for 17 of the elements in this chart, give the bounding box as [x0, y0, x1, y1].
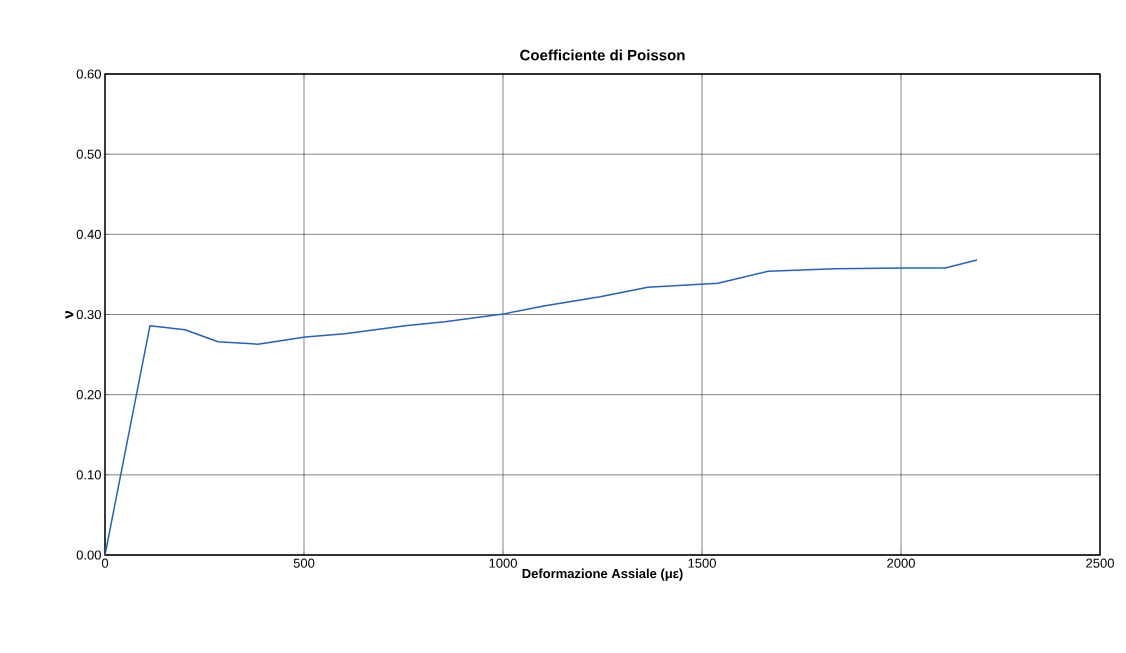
y-tick-label: 0.10: [76, 470, 101, 480]
x-tick-label: 1000: [489, 558, 517, 568]
y-tick-label: 0.40: [76, 229, 101, 239]
y-tick-label: 0.60: [76, 69, 101, 79]
y-tick-label: 0.00: [76, 550, 101, 560]
x-tick-label: 2000: [887, 558, 915, 568]
x-tick-label: 500: [293, 558, 315, 568]
y-axis-title: ν: [65, 311, 74, 319]
x-axis-title: Deformazione Assiale (με): [522, 568, 683, 581]
x-tick-label: 0: [101, 558, 109, 568]
chart-title: Coefficiente di Poisson: [520, 49, 685, 61]
y-tick-label: 0.30: [76, 309, 101, 320]
line-series: [105, 259, 978, 555]
x-tick-label: 1500: [688, 558, 716, 568]
y-tick-label: 0.50: [76, 149, 101, 159]
x-tick-label: 2500: [1086, 558, 1114, 568]
y-tick-label: 0.20: [76, 390, 101, 400]
